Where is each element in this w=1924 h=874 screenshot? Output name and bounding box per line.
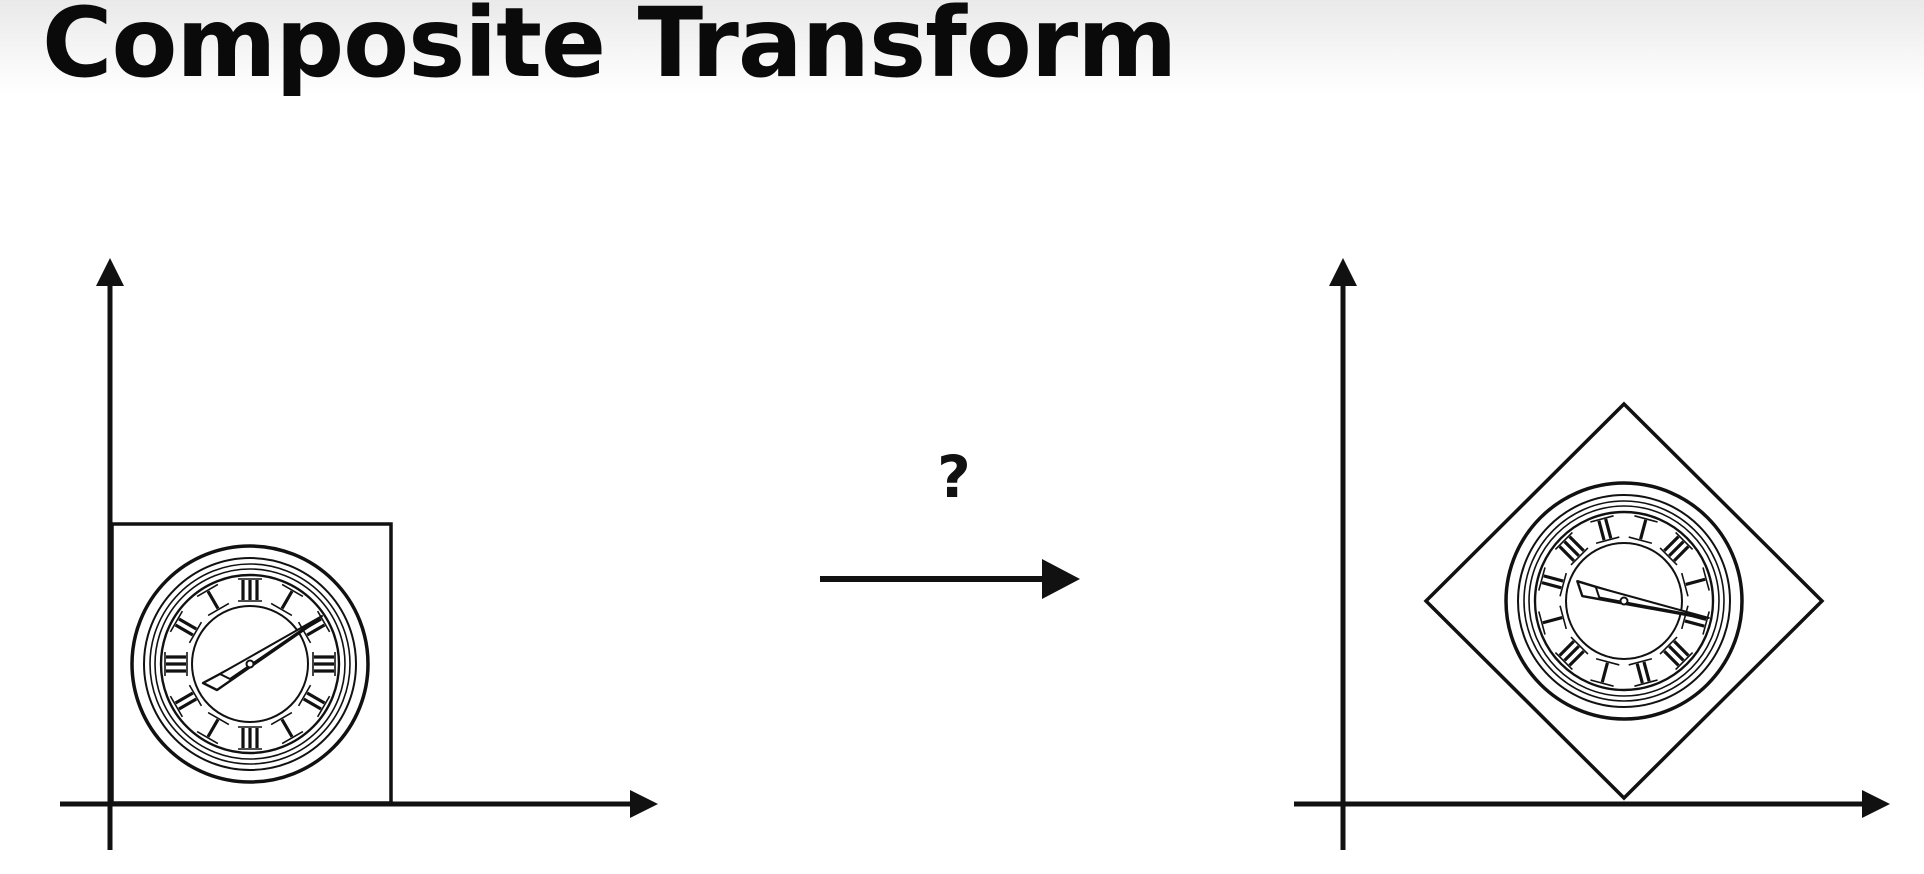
left-bounding-square bbox=[110, 522, 393, 805]
right-rotated-square bbox=[1423, 401, 1825, 801]
clock-icon bbox=[130, 544, 370, 784]
right-axes bbox=[1294, 258, 1890, 850]
transform-arrow-icon bbox=[820, 559, 1080, 599]
title-bar-background bbox=[0, 0, 1924, 96]
page-title: Composite Transform bbox=[42, 0, 1177, 99]
question-mark-label: ? bbox=[937, 443, 971, 511]
clock-icon-rotated bbox=[1455, 432, 1793, 770]
left-axes bbox=[60, 258, 658, 850]
